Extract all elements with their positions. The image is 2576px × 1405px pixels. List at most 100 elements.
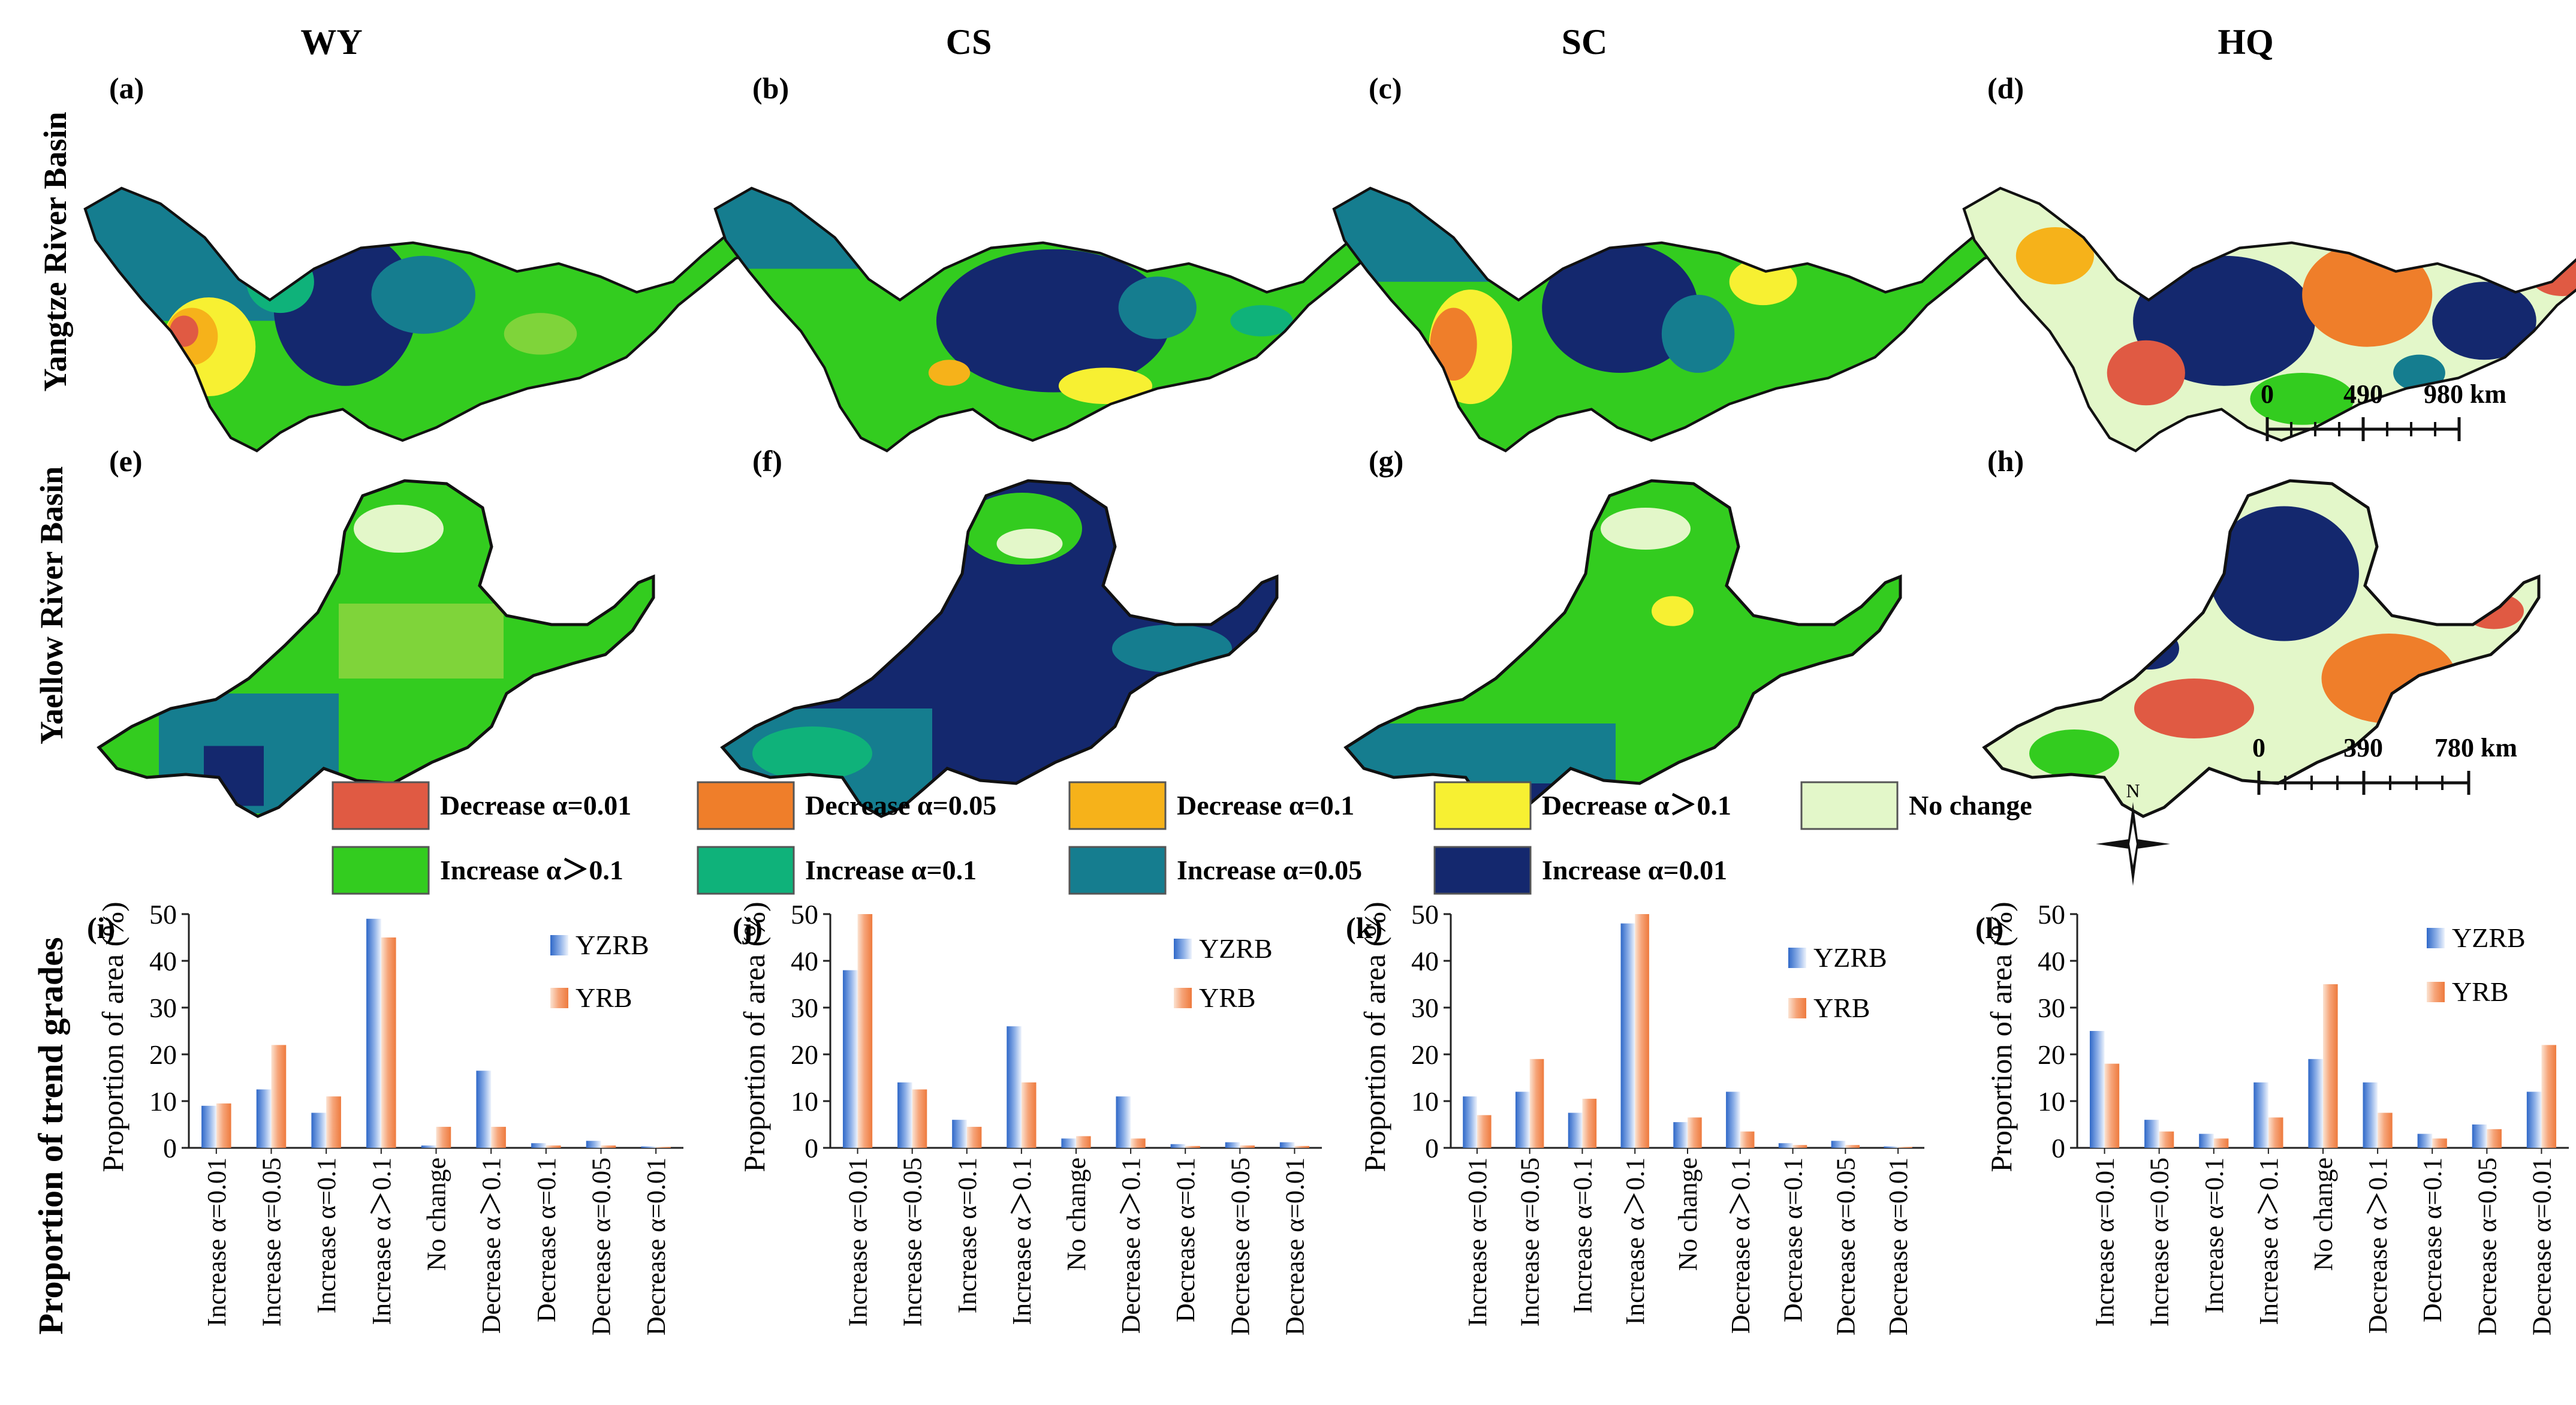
chart-1: 0 10 20 30 40 50 Proportion of area (%)(i) Incr…: [87, 899, 683, 1335]
x-tick-label: Decrease α=0.05: [587, 1157, 616, 1335]
charts-group-label: Proportion of trend grades: [31, 937, 70, 1334]
bar-yzrb: [1061, 1138, 1076, 1148]
x-tick-label: Decrease α=0.01: [641, 1157, 671, 1335]
bar-yrb: [2541, 1045, 2557, 1148]
bar-yzrb: [366, 918, 381, 1148]
legend-item-no-change: No change: [1800, 781, 2032, 830]
bar-yzrb: [586, 1141, 601, 1148]
legend-label-decrease-001: Decrease α=0.01: [440, 790, 631, 821]
panel-label-d: (d): [1987, 71, 2024, 105]
legend-label-yzrb: YZRB: [2452, 922, 2526, 953]
y-tick-label: 0: [2051, 1133, 2065, 1163]
column-title-wy: WY: [300, 22, 362, 62]
column-title-sc: SC: [1562, 22, 1608, 62]
x-tick-label: Increase α=0.1: [953, 1157, 982, 1313]
x-tick-label: Increase α=0.01: [202, 1157, 231, 1326]
panel-label: (i): [87, 911, 115, 945]
legend-swatch-yzrb: [550, 935, 568, 955]
y-tick-label: 0: [1425, 1133, 1439, 1163]
legend-label-decrease-gt: Decrease α＞0.1: [1542, 790, 1731, 821]
legend-swatch-yrb: [550, 988, 568, 1008]
legend-swatch-yrb: [1174, 988, 1192, 1008]
bar-yrb: [2487, 1129, 2502, 1148]
bar-yzrb: [1831, 1141, 1846, 1148]
map-g-sc-yellow: [1346, 469, 1915, 828]
legend-item-increase-001: Increase α=0.01: [1433, 846, 1727, 895]
y-tick-label: 30: [2038, 993, 2065, 1023]
chart-2: 0 10 20 30 40 50 Proportion of area (%)(j) Incr…: [733, 899, 1322, 1335]
legend-item-decrease-01: Decrease α=0.1: [1068, 781, 1354, 830]
bar-yrb: [1294, 1145, 1310, 1148]
x-tick-label: Increase α=0.01: [2090, 1157, 2120, 1326]
legend-swatch-yzrb: [2427, 928, 2445, 948]
bar-yrb: [1240, 1145, 1255, 1148]
bar-yrb: [1021, 1082, 1037, 1148]
bar-yrb: [436, 1126, 451, 1148]
bar-yrb: [1845, 1145, 1860, 1148]
bar-yrb: [1076, 1136, 1091, 1148]
y-tick-label: 50: [1411, 899, 1439, 930]
bar-yrb: [2159, 1131, 2174, 1148]
legend-label-yrb: YRB: [1813, 993, 1870, 1023]
bar-yzrb: [311, 1112, 327, 1148]
y-tick-label: 10: [1411, 1086, 1439, 1117]
bar-yrb: [1131, 1138, 1146, 1148]
scalebar-yangtze-tick-0: 0: [2261, 379, 2274, 409]
x-tick-label: Decrease α=0.05: [1225, 1157, 1255, 1335]
panel-label: (l): [1975, 911, 2003, 945]
bar-yrb: [857, 914, 873, 1148]
x-tick-label: Decrease α=0.1: [2418, 1157, 2447, 1322]
x-tick-label: Decrease α=0.05: [2472, 1157, 2502, 1335]
bar-yzrb: [1515, 1092, 1530, 1148]
legend-label-yrb: YRB: [1199, 982, 1256, 1013]
y-tick-label: 50: [791, 899, 818, 930]
bar-yzrb: [201, 1105, 216, 1148]
bar-yzrb: [531, 1143, 546, 1148]
panel-label: (j): [733, 911, 763, 945]
bar-yzrb: [1726, 1092, 1740, 1148]
bar-yzrb: [1673, 1122, 1688, 1148]
bar-yzrb: [2363, 1082, 2378, 1148]
bar-yrb: [1688, 1117, 1702, 1148]
y-tick-label: 20: [1411, 1039, 1439, 1070]
bar-yzrb: [1279, 1142, 1295, 1148]
bar-yzrb: [256, 1089, 272, 1148]
panel-label-g: (g): [1369, 444, 1403, 478]
legend-label-decrease-01: Decrease α=0.1: [1177, 790, 1354, 821]
bar-yrb: [546, 1145, 561, 1148]
y-tick-label: 20: [2038, 1039, 2065, 1070]
bar-yrb: [656, 1147, 671, 1148]
y-tick-label: 50: [149, 899, 177, 930]
chart-3: 0 10 20 30 40 50 Proportion of area (%)(k) Incr…: [1346, 899, 1924, 1335]
bar-yzrb: [1116, 1096, 1131, 1148]
x-tick-label: No change: [422, 1157, 451, 1271]
panel-label-f: (f): [752, 444, 782, 478]
map-f-cs-yellow: [722, 469, 1292, 828]
bar-yrb: [326, 1096, 341, 1148]
y-tick-label: 50: [2038, 899, 2065, 930]
legend-label-increase-005: Increase α=0.05: [1177, 855, 1362, 885]
legend-label-yrb: YRB: [576, 982, 632, 1013]
legend-item-decrease-005: Decrease α=0.05: [697, 781, 996, 830]
y-tick-label: 40: [149, 946, 177, 976]
legend: Decrease α=0.01 Decrease α=0.05 Decrease…: [332, 781, 2032, 895]
bar-yzrb: [842, 970, 858, 1148]
map-a-wy-yangtze: [85, 113, 775, 464]
scalebar-yangtze-tick-2: 980 km: [2424, 379, 2506, 409]
x-tick-label: Decrease α＞0.1: [477, 1157, 506, 1334]
legend-item-decrease-001: Decrease α=0.01: [332, 781, 631, 830]
bar-yzrb: [2144, 1120, 2159, 1148]
bar-yzrb: [897, 1082, 912, 1148]
bar-yzrb: [2199, 1133, 2214, 1148]
bar-yzrb: [2417, 1133, 2433, 1148]
bar-yrb: [1529, 1059, 1544, 1148]
x-tick-label: Increase α＞0.1: [1007, 1157, 1037, 1325]
y-tick-label: 40: [2038, 946, 2065, 976]
y-tick-label: 20: [149, 1039, 177, 1070]
bar-yzrb: [1463, 1096, 1477, 1148]
y-tick-label: 40: [791, 946, 818, 976]
bar-yzrb: [1007, 1026, 1022, 1148]
column-title-cs: CS: [946, 22, 992, 62]
